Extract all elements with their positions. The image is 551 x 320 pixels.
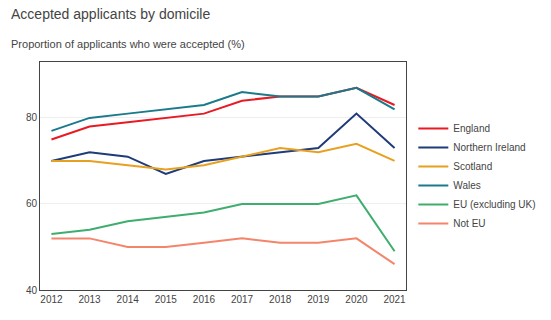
svg-text:2020: 2020 xyxy=(345,294,368,305)
svg-text:Wales: Wales xyxy=(453,180,480,191)
svg-text:2018: 2018 xyxy=(269,294,292,305)
svg-text:2014: 2014 xyxy=(117,294,140,305)
svg-text:Northern Ireland: Northern Ireland xyxy=(453,142,525,153)
svg-text:2017: 2017 xyxy=(231,294,254,305)
svg-text:40: 40 xyxy=(26,285,38,296)
svg-text:Scotland: Scotland xyxy=(453,161,492,172)
svg-text:2015: 2015 xyxy=(155,294,178,305)
svg-text:2021: 2021 xyxy=(383,294,406,305)
svg-text:2019: 2019 xyxy=(307,294,330,305)
svg-text:80: 80 xyxy=(26,112,38,123)
svg-text:Not EU: Not EU xyxy=(453,218,485,229)
svg-text:Accepted applicants by domicil: Accepted applicants by domicile xyxy=(11,6,210,22)
svg-text:2016: 2016 xyxy=(193,294,216,305)
svg-text:EU (excluding UK): EU (excluding UK) xyxy=(453,199,535,210)
svg-text:England: England xyxy=(453,123,490,134)
svg-text:2013: 2013 xyxy=(78,294,101,305)
svg-text:Proportion of applicants who w: Proportion of applicants who were accept… xyxy=(11,38,245,50)
svg-text:60: 60 xyxy=(26,198,38,209)
svg-text:2012: 2012 xyxy=(40,294,63,305)
